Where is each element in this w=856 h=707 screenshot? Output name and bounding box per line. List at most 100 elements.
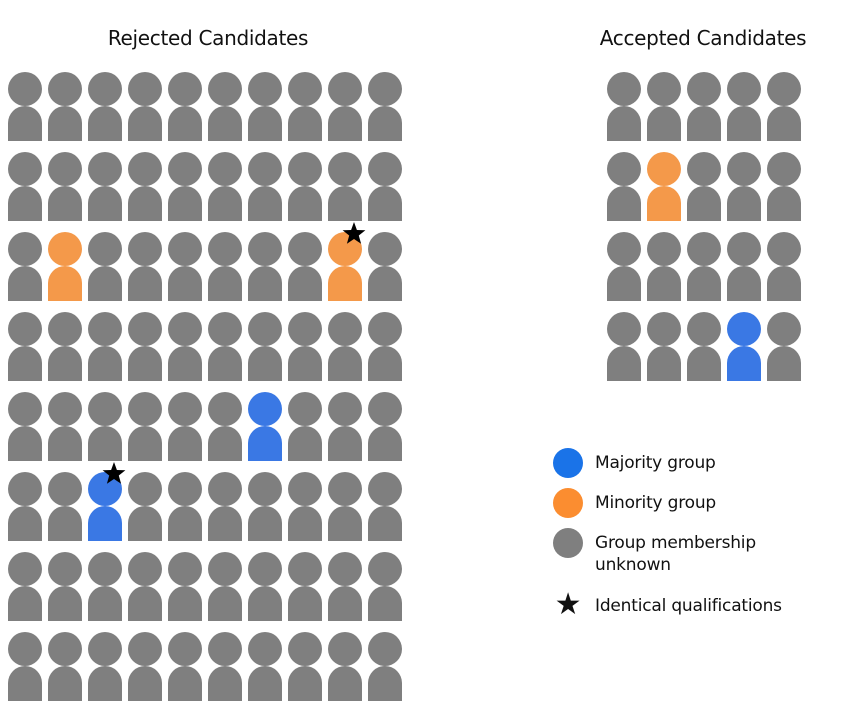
rejected-person-unknown (8, 232, 42, 301)
person-body (727, 346, 761, 381)
rejected-title: Rejected Candidates (107, 26, 309, 50)
majority-swatch-icon (553, 448, 583, 478)
rejected-person-unknown (8, 552, 42, 621)
person-body (208, 266, 242, 301)
person-head (767, 312, 801, 346)
person-body (208, 586, 242, 621)
person-body (48, 346, 82, 381)
accepted-person-unknown (687, 72, 721, 141)
rejected-person-unknown (248, 632, 282, 701)
accepted-person-unknown (687, 232, 721, 301)
person-body (88, 586, 122, 621)
person-body (128, 506, 162, 541)
person-head (727, 232, 761, 266)
person-body (368, 266, 402, 301)
person-body (48, 666, 82, 701)
person-body (8, 346, 42, 381)
person-head (128, 392, 162, 426)
person-head (727, 72, 761, 106)
person-body (687, 186, 721, 221)
person-body (687, 266, 721, 301)
person-body (88, 346, 122, 381)
person-body (727, 106, 761, 141)
rejected-person-unknown (168, 152, 202, 221)
person-head (727, 152, 761, 186)
person-body (8, 586, 42, 621)
person-head (8, 232, 42, 266)
person-body (647, 186, 681, 221)
person-body (687, 346, 721, 381)
person-body (727, 186, 761, 221)
rejected-person-unknown (208, 72, 242, 141)
rejected-person-unknown (208, 632, 242, 701)
person-head (208, 552, 242, 586)
rejected-person-unknown (48, 152, 82, 221)
person-body (128, 586, 162, 621)
rejected-person-unknown (128, 392, 162, 461)
person-head (128, 312, 162, 346)
person-head (48, 312, 82, 346)
person-head (88, 152, 122, 186)
rejected-person-unknown (208, 312, 242, 381)
person-body (368, 346, 402, 381)
person-head (48, 552, 82, 586)
rejected-person-minority (328, 232, 362, 301)
rejected-person-unknown (128, 232, 162, 301)
rejected-person-unknown (368, 232, 402, 301)
person-head (328, 312, 362, 346)
person-head (368, 72, 402, 106)
person-head (88, 72, 122, 106)
person-body (88, 426, 122, 461)
rejected-person-unknown (8, 472, 42, 541)
person-head (208, 472, 242, 506)
accepted-person-unknown (647, 232, 681, 301)
legend-label: Group membership unknown (595, 533, 756, 575)
rejected-person-unknown (248, 152, 282, 221)
rejected-person-unknown (8, 152, 42, 221)
person-body (248, 346, 282, 381)
person-head (88, 552, 122, 586)
accepted-person-unknown (647, 312, 681, 381)
person-body (48, 106, 82, 141)
person-head (767, 232, 801, 266)
person-body (288, 186, 322, 221)
rejected-person-unknown (8, 632, 42, 701)
person-body (168, 426, 202, 461)
rejected-person-unknown (128, 312, 162, 381)
person-body (368, 666, 402, 701)
person-head (128, 552, 162, 586)
rejected-person-unknown (288, 632, 322, 701)
person-head (248, 632, 282, 666)
rejected-person-unknown (88, 232, 122, 301)
person-head (607, 232, 641, 266)
person-body (128, 266, 162, 301)
rejected-person-unknown (368, 552, 402, 621)
person-body (687, 106, 721, 141)
accepted-person-unknown (607, 232, 641, 301)
rejected-person-unknown (288, 312, 322, 381)
person-body (368, 586, 402, 621)
person-body (288, 106, 322, 141)
person-body (328, 346, 362, 381)
person-body (248, 266, 282, 301)
person-head (208, 232, 242, 266)
person-head (368, 632, 402, 666)
person-head (168, 72, 202, 106)
person-body (328, 106, 362, 141)
person-head (168, 152, 202, 186)
person-head (767, 152, 801, 186)
rejected-person-unknown (168, 632, 202, 701)
person-body (48, 586, 82, 621)
accepted-person-unknown (607, 152, 641, 221)
person-body (168, 506, 202, 541)
rejected-person-unknown (288, 72, 322, 141)
person-body (248, 666, 282, 701)
person-body (168, 666, 202, 701)
rejected-person-unknown (88, 392, 122, 461)
legend-minority: Minority group (553, 488, 716, 518)
accepted-person-unknown (647, 72, 681, 141)
person-head (88, 392, 122, 426)
rejected-person-unknown (8, 312, 42, 381)
rejected-person-unknown (168, 552, 202, 621)
accepted-person-unknown (687, 312, 721, 381)
